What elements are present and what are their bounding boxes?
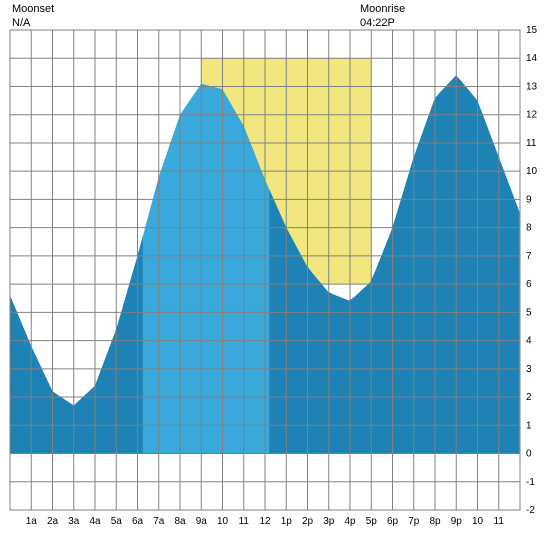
svg-text:6: 6: [526, 279, 532, 290]
svg-text:-2: -2: [526, 505, 535, 516]
svg-text:8p: 8p: [429, 516, 441, 527]
svg-text:2: 2: [526, 392, 532, 403]
svg-text:3p: 3p: [323, 516, 335, 527]
moonrise-header: Moonrise 04:22P: [360, 2, 405, 31]
svg-text:12: 12: [526, 110, 538, 121]
moonset-label: Moonset: [12, 3, 54, 15]
svg-text:9a: 9a: [196, 516, 208, 527]
svg-text:15: 15: [526, 25, 538, 36]
svg-text:4: 4: [526, 336, 532, 347]
tide-chart: Moonset N/A Moonrise 04:22P -2-101234567…: [0, 0, 550, 550]
svg-text:11: 11: [526, 138, 537, 149]
moonset-header: Moonset N/A: [12, 2, 54, 31]
svg-text:5p: 5p: [366, 516, 378, 527]
svg-text:10: 10: [217, 516, 229, 527]
svg-text:10: 10: [472, 516, 484, 527]
moonrise-label: Moonrise: [360, 3, 405, 15]
svg-text:13: 13: [526, 81, 538, 92]
moonrise-value: 04:22P: [360, 17, 395, 29]
svg-text:2a: 2a: [47, 516, 59, 527]
svg-text:6a: 6a: [132, 516, 144, 527]
svg-text:-1: -1: [526, 477, 535, 488]
svg-text:4p: 4p: [344, 516, 356, 527]
svg-text:6p: 6p: [387, 516, 399, 527]
svg-text:7a: 7a: [153, 516, 165, 527]
svg-text:8a: 8a: [174, 516, 186, 527]
svg-text:11: 11: [239, 516, 250, 527]
svg-text:7: 7: [526, 251, 532, 262]
svg-text:4a: 4a: [89, 516, 101, 527]
svg-text:7p: 7p: [408, 516, 420, 527]
svg-text:3a: 3a: [68, 516, 80, 527]
svg-text:9: 9: [526, 194, 532, 205]
svg-text:8: 8: [526, 223, 532, 234]
svg-text:3: 3: [526, 364, 532, 375]
svg-text:10: 10: [526, 166, 538, 177]
svg-text:1a: 1a: [26, 516, 38, 527]
svg-text:5: 5: [526, 307, 532, 318]
svg-text:1p: 1p: [281, 516, 293, 527]
svg-text:9p: 9p: [451, 516, 463, 527]
moonset-value: N/A: [12, 17, 30, 29]
svg-text:11: 11: [494, 516, 505, 527]
svg-text:2p: 2p: [302, 516, 314, 527]
svg-text:1: 1: [526, 420, 532, 431]
svg-text:5a: 5a: [111, 516, 123, 527]
chart-svg: -2-101234567891011121314151a2a3a4a5a6a7a…: [0, 0, 550, 550]
svg-text:12: 12: [259, 516, 271, 527]
svg-text:0: 0: [526, 449, 532, 460]
svg-text:14: 14: [526, 53, 538, 64]
